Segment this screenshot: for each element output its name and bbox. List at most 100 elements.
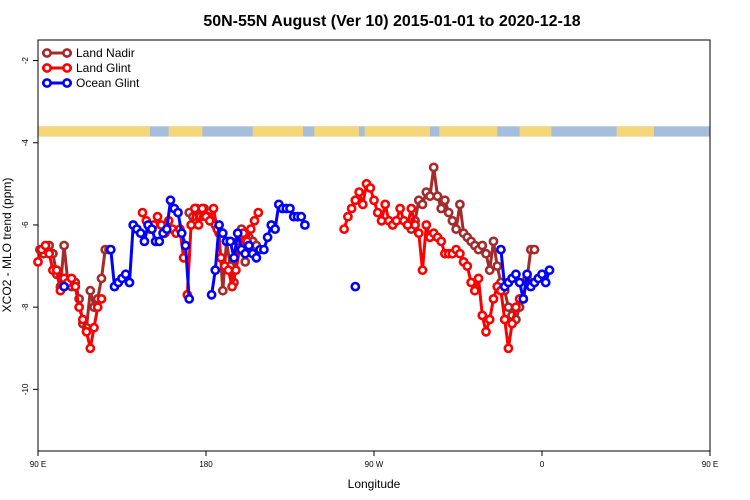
x-tick-label: 90 E: [702, 460, 718, 469]
data-point-ocean-glint: [105, 244, 116, 255]
data-point-land-glint: [413, 228, 424, 239]
data-point-land-glint: [40, 240, 51, 251]
map-strip-land: [252, 126, 304, 137]
data-point-ocean-glint: [176, 228, 187, 239]
data-point-land-glint: [395, 203, 405, 214]
data-point-land-nadir: [439, 195, 450, 206]
legend-item-ocean-glint: Ocean Glint: [42, 76, 140, 90]
data-point-ocean-glint: [511, 269, 521, 280]
data-point-land-glint: [51, 265, 62, 276]
data-point-land-nadir: [96, 273, 107, 284]
data-point-land-glint: [511, 302, 521, 313]
data-point-ocean-glint: [217, 228, 228, 239]
x-axis-label: Longitude: [348, 477, 401, 491]
data-point-land-nadir: [447, 215, 458, 226]
data-point-land-glint: [499, 314, 510, 325]
data-point-ocean-glint: [206, 289, 217, 300]
data-point-land-glint: [350, 195, 361, 206]
data-point-land-glint: [249, 215, 260, 226]
data-point-ocean-glint: [120, 269, 131, 280]
data-point-land-glint: [369, 195, 379, 206]
data-point-land-glint: [152, 211, 163, 222]
data-point-land-glint: [469, 285, 480, 296]
map-strip-land: [314, 126, 360, 137]
data-point-land-glint: [481, 326, 491, 337]
legend-marker: [62, 78, 72, 88]
data-point-land-nadir: [492, 261, 503, 271]
map-strip-land: [38, 126, 150, 137]
data-point-ocean-glint: [522, 269, 532, 280]
data-point-land-glint: [417, 265, 428, 276]
data-point-land-glint: [189, 203, 200, 214]
data-point-land-glint: [223, 265, 234, 276]
data-point-land-nadir: [85, 285, 96, 296]
x-tick-label: 0: [540, 460, 545, 469]
data-point-land-glint: [488, 293, 499, 304]
data-point-land-glint: [96, 293, 107, 304]
data-point-land-glint: [466, 277, 476, 288]
data-point-ocean-glint: [296, 211, 307, 222]
data-point-ocean-glint: [161, 224, 172, 234]
data-point-ocean-glint: [299, 220, 310, 230]
data-point-ocean-glint: [258, 244, 269, 255]
data-point-ocean-glint: [350, 281, 361, 292]
chart-title: 50N-55N August (Ver 10) 2015-01-01 to 20…: [203, 13, 580, 30]
data-point-ocean-glint: [514, 277, 525, 288]
data-point-land-glint: [253, 207, 264, 218]
data-point-land-glint: [473, 273, 484, 284]
data-point-land-nadir: [488, 236, 499, 247]
data-point-land-glint: [354, 187, 364, 197]
data-point-land-glint: [372, 207, 383, 218]
data-point-land-glint: [454, 248, 465, 259]
map-strip: [38, 126, 710, 137]
data-point-land-nadir: [425, 191, 435, 202]
legend-marker: [42, 48, 52, 58]
data-point-land-glint: [245, 224, 256, 234]
legend-item-land-nadir: Land Nadir: [42, 46, 135, 60]
data-point-land-nadir: [436, 203, 447, 214]
data-point-ocean-glint: [518, 293, 529, 304]
data-point-ocean-glint: [537, 269, 547, 280]
data-point-ocean-glint: [165, 195, 176, 206]
data-point-ocean-glint: [184, 293, 195, 304]
legend-marker: [42, 78, 52, 88]
data-point-land-nadir: [432, 191, 443, 202]
data-point-ocean-glint: [173, 207, 183, 218]
data-point-land-glint: [402, 220, 413, 230]
data-point-land-glint: [215, 252, 226, 263]
data-point-land-nadir: [481, 248, 491, 259]
data-point-ocean-glint: [180, 240, 191, 251]
x-tick-label: 90 W: [365, 460, 384, 469]
x-tick-label: 180: [199, 460, 213, 469]
data-point-ocean-glint: [243, 240, 254, 251]
data-point-ocean-glint: [232, 228, 243, 239]
data-point-land-glint: [137, 207, 148, 218]
data-point-land-glint: [81, 326, 92, 337]
x-axis: 90 E 180 90 W 0 90 E: [30, 451, 718, 469]
y-tick-label: -6: [21, 221, 30, 229]
data-point-ocean-glint: [124, 277, 135, 288]
data-point-land-glint: [339, 224, 349, 234]
data-point-land-glint: [85, 343, 96, 354]
data-point-land-glint: [503, 343, 514, 354]
series-ocean-glint: [59, 195, 555, 304]
data-point-ocean-glint: [229, 252, 239, 263]
map-strip-land: [519, 126, 552, 137]
data-point-land-glint: [436, 236, 447, 247]
data-point-land-glint: [227, 281, 237, 292]
legend-label: Land Glint: [76, 61, 131, 75]
y-tick-label: -4: [21, 139, 30, 147]
data-point-ocean-glint: [495, 244, 506, 255]
data-point-land-glint: [346, 203, 357, 214]
data-point-ocean-glint: [139, 236, 150, 247]
data-point-land-glint: [77, 314, 88, 325]
legend-marker: [42, 63, 52, 73]
data-point-ocean-glint: [540, 277, 551, 288]
data-point-land-glint: [421, 220, 432, 230]
data-point-ocean-glint: [59, 281, 69, 292]
map-strip-land: [616, 126, 654, 137]
data-point-ocean-glint: [544, 265, 555, 276]
data-point-land-nadir: [529, 244, 540, 255]
